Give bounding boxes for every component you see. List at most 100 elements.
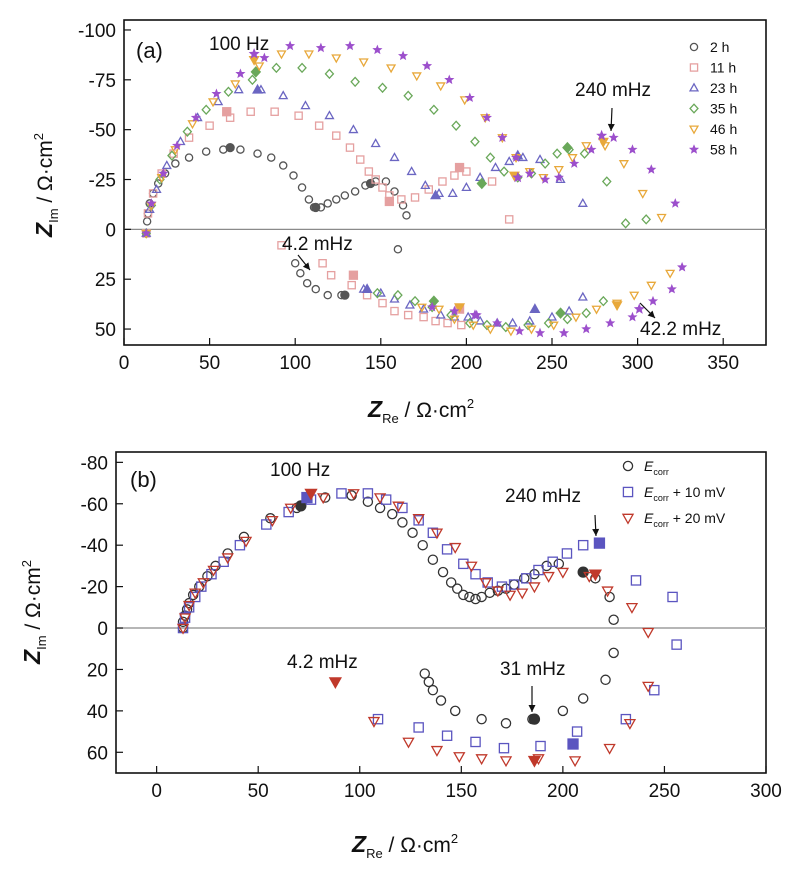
data-point <box>189 588 202 600</box>
data-point <box>459 96 470 106</box>
data-point <box>553 172 564 182</box>
data-point <box>314 121 324 130</box>
data-point <box>427 684 439 696</box>
frequency-marker <box>430 189 442 200</box>
frequency-marker <box>311 202 321 213</box>
data-point <box>534 154 546 164</box>
data-point <box>591 305 602 315</box>
data-point <box>441 730 453 741</box>
data-point <box>167 150 177 161</box>
data-point <box>375 287 386 297</box>
data-point <box>187 120 198 130</box>
data-point <box>239 536 253 548</box>
data-point <box>253 149 262 158</box>
data-point <box>318 259 327 268</box>
frequency-marker <box>252 83 264 94</box>
data-point <box>498 742 510 754</box>
data-point <box>182 600 196 612</box>
frequency-marker <box>454 162 465 173</box>
data-point <box>421 60 433 71</box>
data-point <box>671 639 682 650</box>
data-point <box>297 62 307 74</box>
data-point <box>484 587 495 599</box>
data-point <box>296 268 305 278</box>
data-point <box>620 218 631 229</box>
data-point <box>558 327 570 338</box>
data-point <box>500 321 511 333</box>
data-point <box>451 583 463 594</box>
data-point <box>667 591 678 603</box>
frequency-marker <box>527 755 542 768</box>
y-tick-label: 25 <box>95 270 116 291</box>
data-point <box>346 490 357 501</box>
data-point <box>372 44 383 55</box>
data-point <box>487 177 497 186</box>
data-point <box>393 245 403 254</box>
x-tick-label: 250 <box>536 353 568 374</box>
data-point <box>413 722 424 733</box>
data-point <box>345 143 355 152</box>
data-point <box>586 144 597 154</box>
data-point <box>641 214 652 225</box>
data-point <box>189 591 201 603</box>
data-point <box>449 705 461 717</box>
data-point <box>490 162 501 172</box>
y-tick-label: 60 <box>87 743 108 764</box>
data-point <box>470 136 480 147</box>
data-point <box>540 158 550 169</box>
data-point <box>649 684 660 696</box>
data-point <box>623 718 637 730</box>
y-tick-label: -50 <box>89 121 116 142</box>
data-point <box>317 493 330 505</box>
legend-label: Ecorr + 10 mV <box>644 484 726 503</box>
data-point <box>433 305 445 315</box>
data-point <box>646 281 657 291</box>
data-point <box>176 623 190 635</box>
arrow-head <box>528 705 536 712</box>
data-point <box>230 80 241 90</box>
data-point <box>504 156 515 166</box>
data-point <box>410 295 420 307</box>
panel-label: (b) <box>130 467 157 492</box>
arrow-head <box>647 310 655 318</box>
data-point <box>457 320 466 330</box>
data-point <box>603 743 616 755</box>
data-point <box>450 171 459 180</box>
data-point <box>435 309 446 319</box>
legend-marker <box>622 460 634 472</box>
data-point <box>398 50 409 61</box>
data-point <box>270 107 279 116</box>
data-point <box>482 319 492 331</box>
y-tick-label: 0 <box>97 619 108 640</box>
data-point <box>419 312 428 322</box>
y-tick-label: -75 <box>89 71 116 92</box>
series-23-h <box>141 83 588 327</box>
data-point <box>207 565 220 577</box>
data-point <box>246 107 255 116</box>
data-point <box>393 289 403 301</box>
legend-marker <box>688 125 700 135</box>
frequency-annotation: 100 Hz <box>209 34 269 55</box>
data-point <box>271 62 282 74</box>
frequency-marker <box>593 537 606 549</box>
data-point <box>398 201 408 210</box>
data-point <box>201 104 212 116</box>
data-point <box>485 325 496 335</box>
data-point <box>236 145 245 154</box>
data-point <box>348 124 359 134</box>
data-point <box>155 174 165 185</box>
data-point <box>234 539 246 551</box>
data-point <box>637 189 648 199</box>
panel-b: 0 50 100 150 200 250 300 -80 -60 -40 -20 0 20 40 60 (b)… <box>19 451 782 861</box>
data-point <box>423 676 435 688</box>
data-point <box>600 674 611 686</box>
legend-label: 46 h <box>710 121 737 137</box>
data-point <box>567 154 578 164</box>
data-point <box>625 602 639 614</box>
data-point <box>514 325 525 336</box>
data-point <box>608 647 619 659</box>
data-point <box>331 54 342 64</box>
data-point <box>304 195 314 204</box>
data-point <box>430 528 444 540</box>
data-point <box>190 112 201 122</box>
